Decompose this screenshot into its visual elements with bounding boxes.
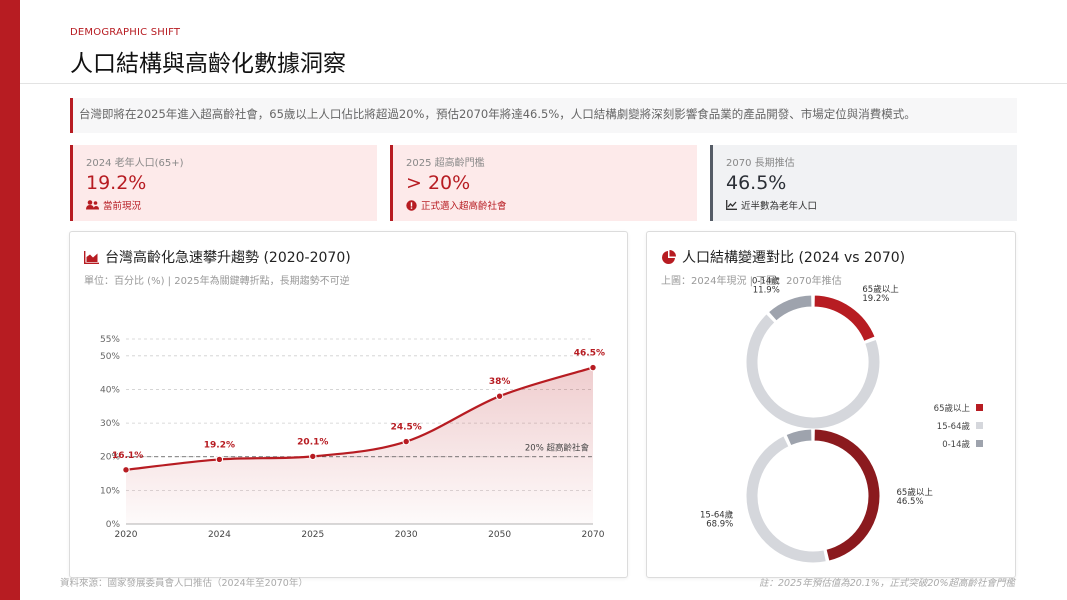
legend-swatch xyxy=(976,422,983,429)
legend-swatch xyxy=(976,404,983,411)
y-tick-label: 40% xyxy=(100,385,120,395)
source-note: 資料來源：國家發展委員會人口推估（2024年至2070年） xyxy=(60,578,308,589)
data-point xyxy=(215,455,224,464)
threshold-label: 20% 超高齡社會 xyxy=(525,443,590,454)
structure-chart-card: 人口結構變遷對比 (2024 vs 2070) 上圖：2024年現況 | 下圖：… xyxy=(646,231,1016,578)
trend-chart-card: 台灣高齡化急速攀升趨勢 (2020-2070) 單位：百分比 (%) | 202… xyxy=(69,231,628,578)
donut-slice xyxy=(745,313,881,430)
donut-slice xyxy=(745,435,827,564)
chart-title-text: 人口結構變遷對比 (2024 vs 2070) xyxy=(682,250,906,266)
kpi-card-2070: 2070 長期推估 46.5% 近半數為老年人口 xyxy=(710,145,1017,221)
eyebrow-label: DEMOGRAPHIC SHIFT xyxy=(70,27,181,38)
data-point xyxy=(495,392,504,400)
donut-slice xyxy=(813,428,881,562)
legend-label: 15-64歲 xyxy=(937,421,971,432)
summary-callout: 台灣即將在2025年進入超高齡社會，65歲以上人口佔比將超過20%，預估2070… xyxy=(70,98,1017,133)
donut-slice xyxy=(785,428,813,447)
kpi-label: 2025 超高齡門檻 xyxy=(406,158,485,169)
x-tick-label: 2050 xyxy=(488,530,511,540)
area-chart-icon xyxy=(84,250,99,264)
slice-label: 19.2% xyxy=(862,294,889,304)
trend-icon xyxy=(726,200,737,210)
header-divider xyxy=(20,83,1067,84)
legend-swatch xyxy=(976,440,983,447)
data-point xyxy=(589,363,597,372)
slice-label: 0-14歲 xyxy=(752,276,780,287)
kpi-label: 2070 長期推估 xyxy=(726,158,795,169)
structure-donut-chart: 65歲以上19.2%0-14歲11.9%65歲以上46.5%15-64歲68.9… xyxy=(700,276,983,564)
data-label: 16.1% xyxy=(112,451,143,461)
slice-label: 11.9% xyxy=(753,286,780,296)
x-tick-label: 2025 xyxy=(301,530,324,540)
kpi-card-2024: 2024 老年人口(65+) 19.2% 當前現況 xyxy=(70,145,377,221)
x-tick-label: 2024 xyxy=(208,530,231,540)
chart-subtitle: 上圖：2024年現況 | 下圖：2070年推估 xyxy=(661,276,842,287)
kpi-value: 46.5% xyxy=(726,172,787,194)
data-label: 46.5% xyxy=(574,349,605,359)
chart-title-text: 台灣高齡化急速攀升趨勢 (2020-2070) xyxy=(105,250,351,266)
page-title: 人口結構與高齡化數據洞察 xyxy=(70,51,346,77)
y-tick-label: 0% xyxy=(106,520,121,530)
accent-bar xyxy=(0,0,20,600)
y-tick-label: 55% xyxy=(100,335,120,345)
data-point xyxy=(402,437,410,446)
kpi-note-text: 正式邁入超高齡社會 xyxy=(421,201,507,212)
kpi-note-text: 當前現況 xyxy=(103,201,142,212)
donut-slice xyxy=(813,294,876,343)
data-label: 38% xyxy=(489,377,511,387)
data-point xyxy=(309,452,317,461)
chart-title: 台灣高齡化急速攀升趨勢 (2020-2070) xyxy=(84,247,351,267)
donut-slice xyxy=(767,294,813,322)
area-fill xyxy=(126,367,593,524)
chart-title: 人口結構變遷對比 (2024 vs 2070) xyxy=(661,247,905,267)
legend-label: 0-14歲 xyxy=(942,439,970,450)
chart-subtitle: 單位：百分比 (%) | 2025年為關鍵轉折點，長期趨勢不可逆 xyxy=(84,276,350,287)
y-tick-label: 10% xyxy=(100,486,120,496)
data-label: 24.5% xyxy=(391,423,422,433)
slice-label: 68.9% xyxy=(706,520,733,530)
series-line xyxy=(125,366,594,471)
data-label: 19.2% xyxy=(204,440,235,450)
footnote: 註：2025年預估值為20.1%，正式突破20%超高齡社會門檻 xyxy=(759,578,1015,589)
kpi-note-text: 近半數為老年人口 xyxy=(741,201,818,212)
users-icon xyxy=(86,200,99,210)
kpi-note: 當前現況 xyxy=(86,198,364,212)
legend-label: 65歲以上 xyxy=(934,403,971,414)
y-tick-label: 50% xyxy=(100,352,120,362)
alert-icon xyxy=(406,199,417,211)
x-tick-label: 2020 xyxy=(115,530,138,540)
x-tick-label: 2070 xyxy=(582,530,605,540)
trend-line-chart: 0% 10% 20% 30% 40% 50% 55% 20% 超高齡社會 2020 2024 202… xyxy=(100,335,605,540)
kpi-label: 2024 老年人口(65+) xyxy=(86,158,184,169)
slice-label: 46.5% xyxy=(897,497,924,507)
kpi-note: 近半數為老年人口 xyxy=(726,198,1004,212)
kpi-note: 正式邁入超高齡社會 xyxy=(406,198,684,212)
kpi-value: 19.2% xyxy=(86,172,147,194)
data-point xyxy=(122,466,130,474)
slice-label: 15-64歲 xyxy=(700,510,734,521)
kpi-value: > 20% xyxy=(406,172,471,194)
y-tick-label: 30% xyxy=(100,419,120,429)
x-tick-label: 2030 xyxy=(395,530,418,540)
kpi-card-2025: 2025 超高齡門檻 > 20% 正式邁入超高齡社會 xyxy=(390,145,697,221)
data-label: 20.1% xyxy=(297,437,328,447)
slice-label: 65歲以上 xyxy=(862,284,899,295)
slice-label: 65歲以上 xyxy=(897,487,934,498)
pie-chart-icon xyxy=(662,249,676,264)
y-tick-label: 20% xyxy=(100,453,120,463)
